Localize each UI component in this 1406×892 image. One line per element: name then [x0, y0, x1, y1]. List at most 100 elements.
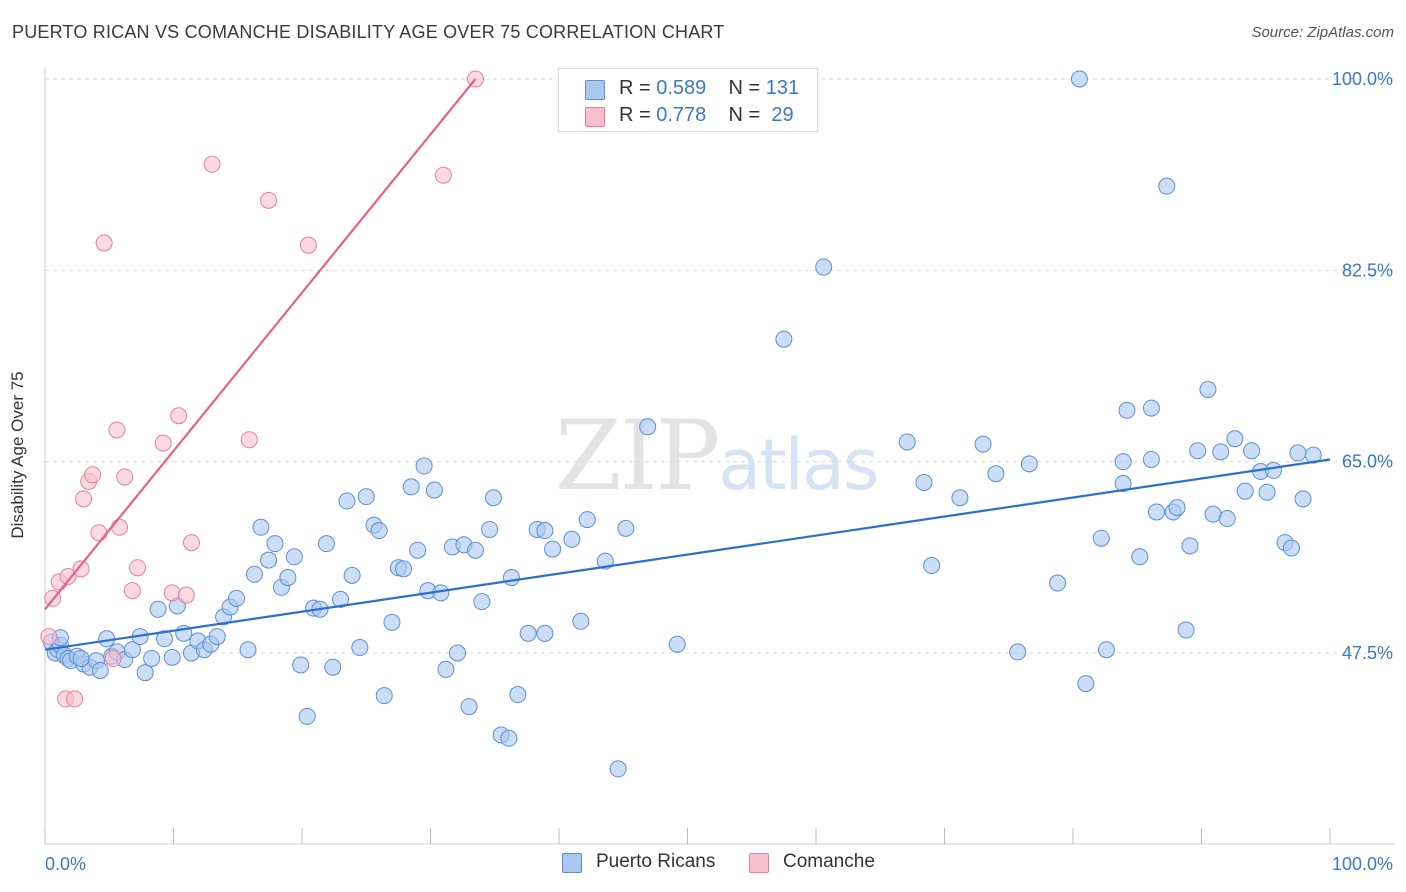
data-point: [154, 434, 172, 452]
legend-n-value: 131: [765, 77, 800, 99]
data-point: [639, 418, 657, 436]
legend-r-value: 0.778: [656, 104, 707, 126]
data-point: [987, 465, 1005, 483]
data-point: [104, 649, 122, 667]
legend-swatch-comanche: [749, 853, 769, 873]
data-point: [1218, 510, 1236, 528]
data-point: [1282, 539, 1300, 557]
data-point: [324, 658, 342, 676]
data-point: [1236, 482, 1254, 500]
data-point: [1189, 442, 1207, 460]
data-point: [1304, 446, 1322, 464]
data-point: [617, 519, 635, 537]
data-point: [1226, 430, 1244, 448]
data-point: [502, 569, 520, 587]
y-tick-label: 65.0%: [1342, 452, 1393, 472]
data-point: [775, 330, 793, 348]
data-point: [1199, 381, 1217, 399]
data-point: [123, 641, 141, 659]
legend-swatch-comanche: [585, 107, 605, 127]
chart-title: PUERTO RICAN VS COMANCHE DISABILITY AGE …: [12, 22, 725, 42]
legend-n-label: N =: [728, 77, 761, 99]
data-point: [182, 534, 200, 552]
legend-label-puerto-ricans: Puerto Ricans: [596, 851, 716, 872]
series-puerto-ricans: [42, 70, 1322, 778]
data-point: [357, 488, 375, 506]
data-point: [1049, 574, 1067, 592]
grid-lines: [45, 78, 1395, 654]
data-point: [111, 518, 129, 536]
data-point: [1097, 641, 1115, 659]
data-point: [72, 560, 90, 578]
data-point: [332, 590, 350, 608]
data-point: [239, 641, 257, 659]
data-point: [116, 468, 134, 486]
data-point: [143, 649, 161, 667]
data-point: [409, 541, 427, 559]
legend-r-label: R =: [619, 104, 651, 126]
data-point: [437, 660, 455, 678]
series-comanche: [40, 70, 484, 708]
data-point: [1009, 643, 1027, 661]
data-point: [1204, 505, 1222, 523]
data-point: [266, 535, 284, 553]
data-point: [1131, 548, 1149, 566]
data-point: [40, 628, 58, 646]
data-point: [383, 613, 401, 631]
trend-line: [44, 78, 477, 610]
watermark-atlas: atlas: [718, 424, 879, 506]
data-point: [1118, 401, 1136, 419]
trend-line: [44, 458, 1331, 651]
data-point: [90, 524, 108, 542]
data-point: [915, 473, 933, 491]
axes: [44, 68, 1395, 845]
x-tick-label: 0.0%: [45, 854, 86, 874]
data-point: [536, 624, 554, 642]
data-point: [1070, 70, 1088, 88]
data-point: [156, 630, 174, 648]
data-point: [563, 530, 581, 548]
data-point: [299, 236, 317, 254]
data-point: [252, 518, 270, 536]
data-point: [481, 520, 499, 538]
legend-swatch-puerto-ricans: [585, 80, 605, 100]
data-point: [434, 166, 452, 184]
legend-n-label: N =: [728, 104, 761, 126]
data-point: [402, 478, 420, 496]
data-point: [572, 612, 590, 630]
data-point: [460, 698, 478, 716]
data-point: [509, 686, 527, 704]
data-point: [395, 560, 413, 578]
data-point: [1114, 453, 1132, 471]
data-point: [1148, 503, 1166, 521]
data-point: [484, 489, 502, 507]
data-point: [95, 234, 113, 252]
data-point: [1243, 442, 1261, 460]
data-point: [351, 639, 369, 657]
data-point: [1077, 675, 1095, 693]
data-point: [974, 435, 992, 453]
data-point: [898, 433, 916, 451]
source-label: Source: ZipAtlas.com: [1251, 24, 1394, 41]
data-point: [66, 690, 84, 708]
data-point: [338, 492, 356, 510]
x-tick-label: 100.0%: [1332, 854, 1393, 874]
watermark: ZIPatlas: [555, 400, 879, 512]
data-point: [260, 551, 278, 569]
data-point: [1114, 475, 1132, 493]
data-point: [578, 511, 596, 529]
data-point: [536, 522, 554, 540]
legend-label-comanche: Comanche: [783, 851, 875, 872]
data-point: [84, 466, 102, 484]
data-point: [1142, 450, 1160, 468]
y-axis-label: Disability Age Over 75: [8, 371, 27, 539]
data-point: [1142, 399, 1160, 417]
data-point: [163, 584, 181, 602]
data-point: [260, 191, 278, 209]
legend-n-value: 29: [771, 104, 794, 126]
data-point: [292, 656, 310, 674]
data-point: [473, 593, 491, 611]
data-point: [448, 644, 466, 662]
y-tick-label: 47.5%: [1342, 643, 1393, 663]
data-point: [279, 569, 297, 587]
